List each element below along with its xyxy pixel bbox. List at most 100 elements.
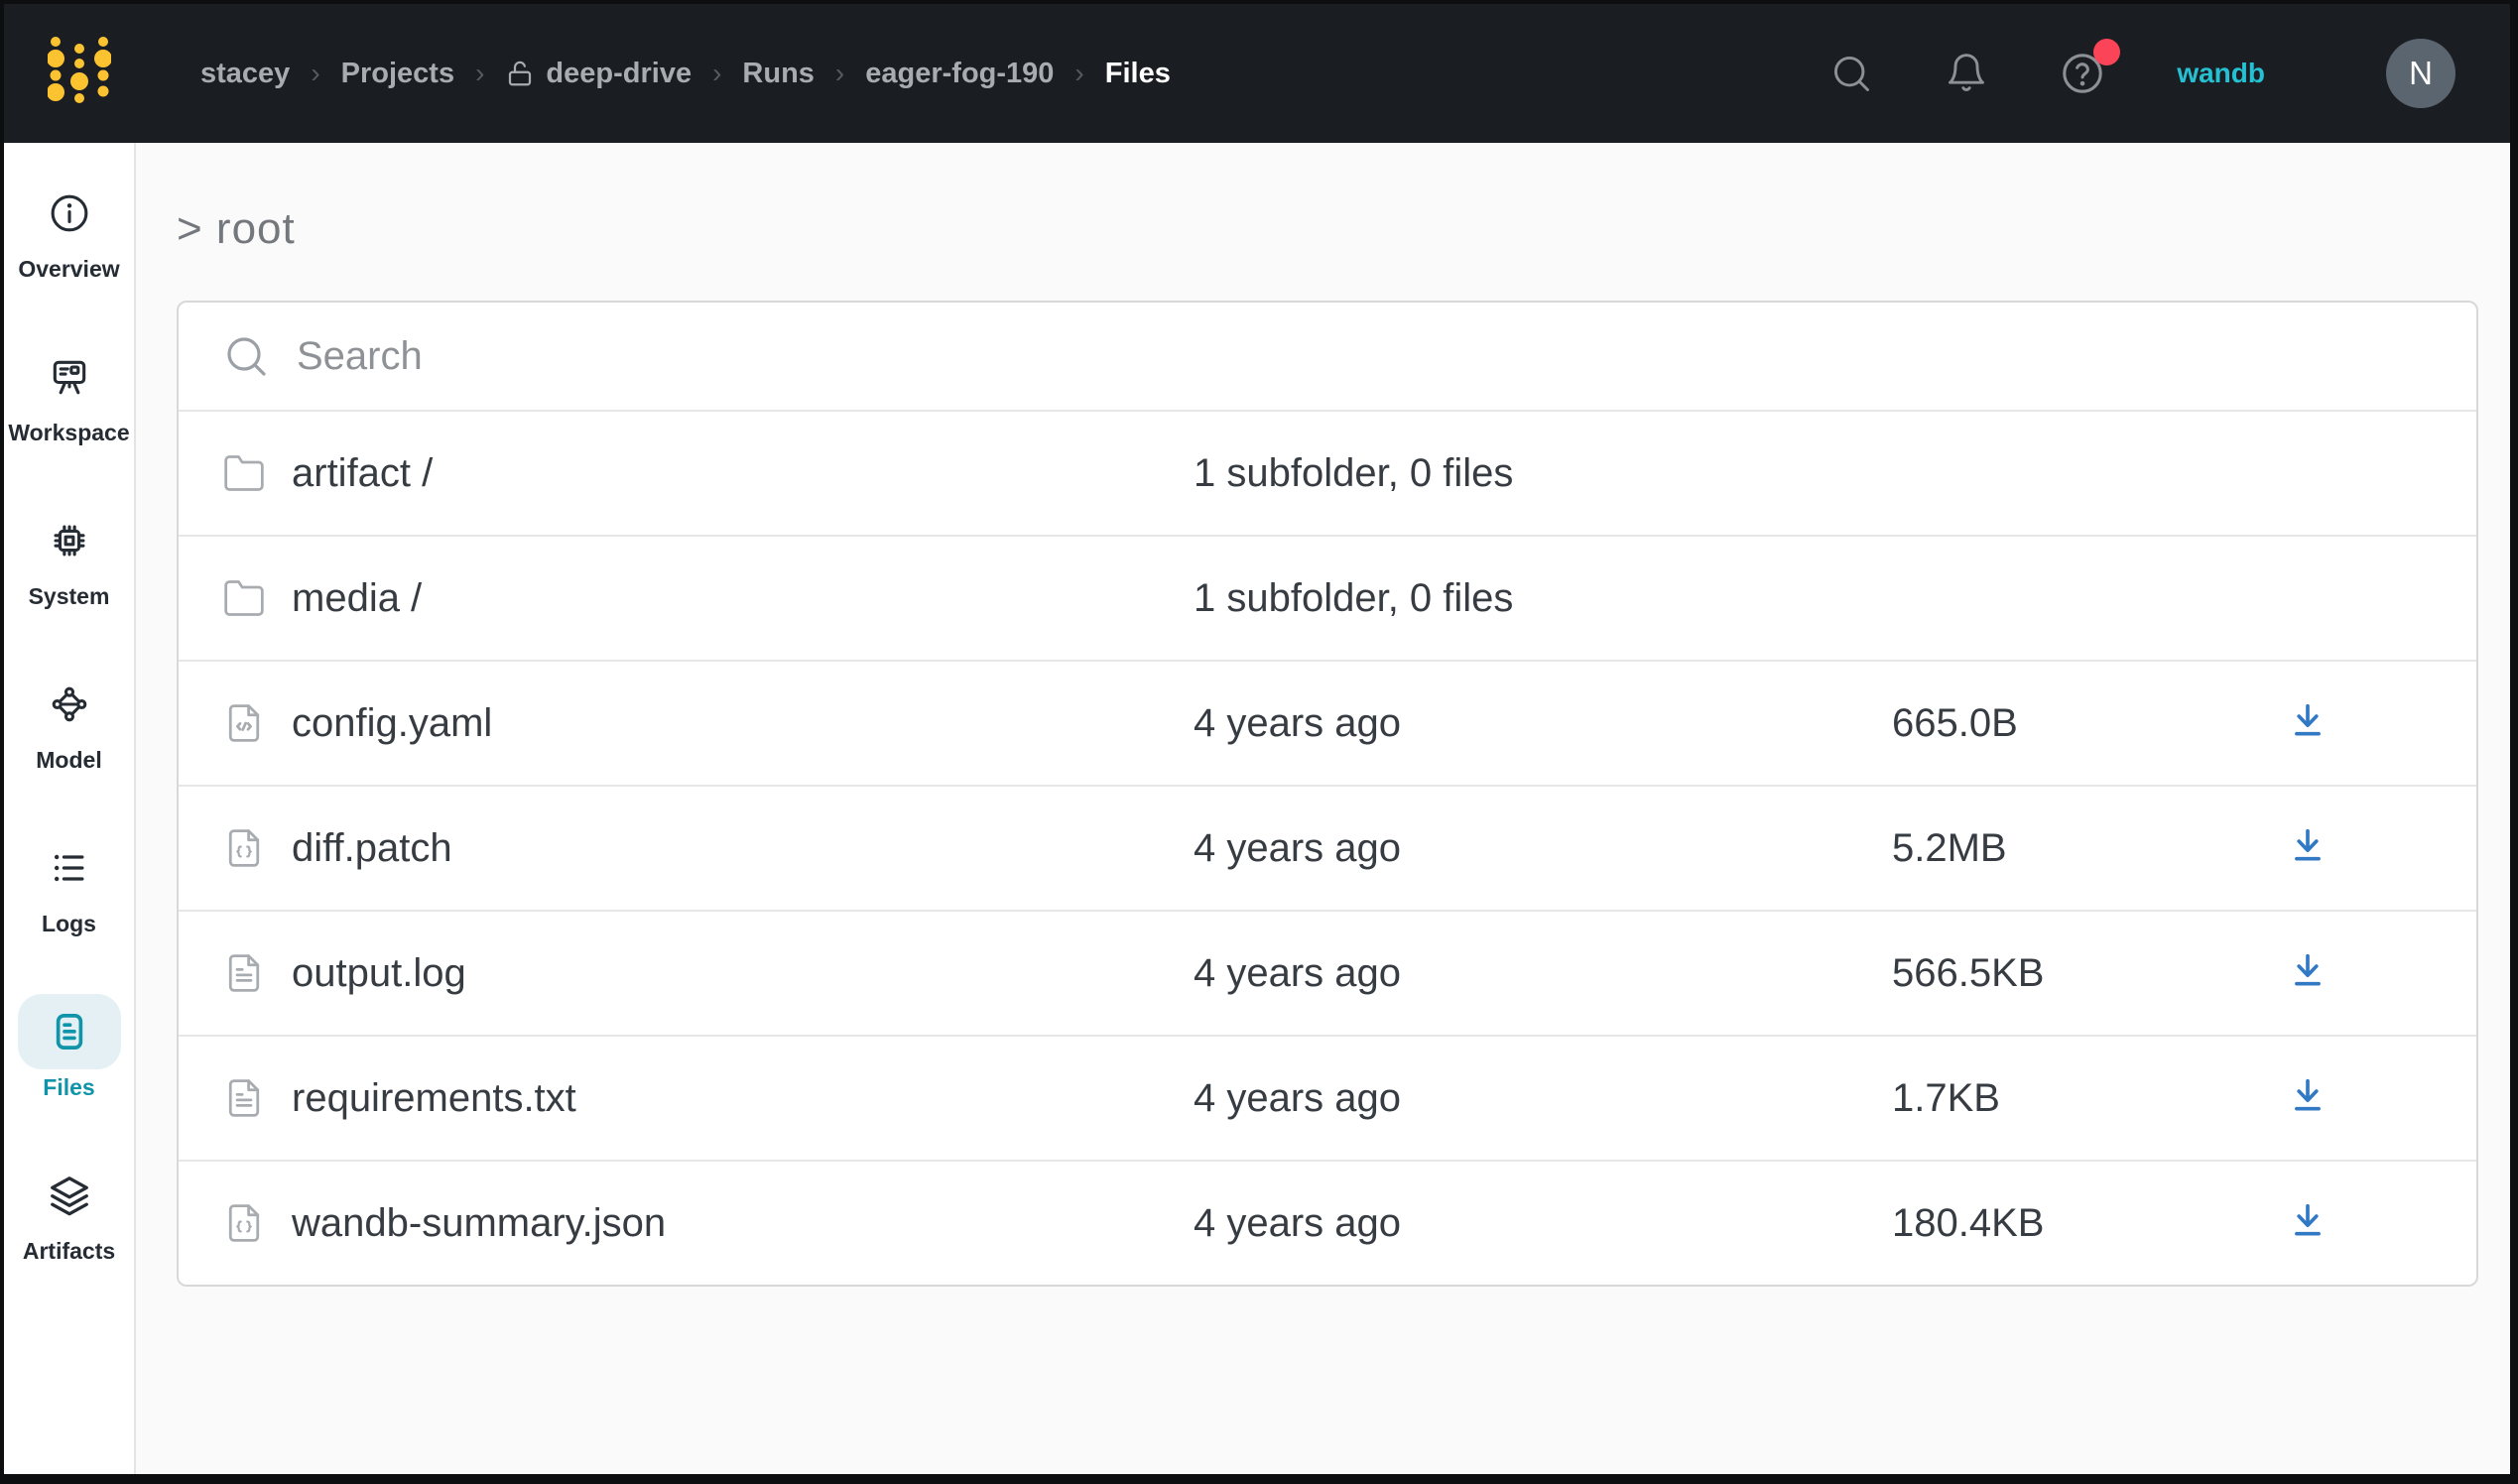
sidebar-icon-pill: [17, 994, 121, 1069]
file-size: 180.4KB: [1892, 1200, 2045, 1245]
file-name[interactable]: media /: [292, 575, 423, 620]
breadcrumb-separator: ›: [311, 58, 320, 88]
current-path[interactable]: > root: [177, 204, 296, 253]
files-icon: [48, 1010, 91, 1053]
wandb-logo-icon[interactable]: [48, 35, 111, 112]
sidebar-item-model[interactable]: Model: [18, 667, 121, 774]
file-actions-cell: [2285, 1073, 2476, 1124]
file-row[interactable]: media / 1 subfolder, 0 files: [179, 535, 2476, 660]
file-size: 566.5KB: [1892, 950, 2045, 995]
file-browser-card: artifact / 1 subfolder, 0 files media / 1 s…: [177, 301, 2478, 1287]
notification-dot: [2093, 39, 2121, 65]
sidebar-item-label: Overview: [18, 256, 120, 282]
breadcrumb-label: eager-fog-190: [865, 57, 1055, 89]
file-name[interactable]: artifact /: [292, 450, 434, 495]
file-actions-cell: [2285, 948, 2476, 999]
file-row[interactable]: diff.patch 4 years ago 5.2MB: [179, 785, 2476, 910]
file-actions-cell: [2285, 1198, 2476, 1249]
search-icon[interactable]: [1829, 52, 1873, 95]
sidebar-item-label: Workspace: [8, 420, 130, 445]
main-content: > root artifact /1 subfolder, 0 filesmed…: [136, 143, 2510, 1474]
file-name[interactable]: requirements.txt: [292, 1075, 576, 1120]
avatar[interactable]: N: [2386, 39, 2455, 108]
file-row[interactable]: requirements.txt 4 years ago 1.7KB: [179, 1035, 2476, 1160]
sidebar-item-label: Logs: [42, 911, 96, 936]
org-link[interactable]: wandb: [2177, 58, 2265, 88]
file-name-cell: diff.patch: [179, 824, 1194, 872]
file-name-cell: media /: [179, 574, 1194, 622]
download-icon: [2285, 1198, 2330, 1244]
download-icon: [2285, 823, 2330, 869]
sidebar-icon-pill: [18, 339, 121, 415]
file-size: 5.2MB: [1892, 825, 2007, 870]
workspace-icon: [48, 355, 91, 399]
file-braces-icon: [222, 1199, 266, 1247]
sidebar-item-workspace[interactable]: Workspace: [8, 339, 130, 446]
breadcrumb-item-files[interactable]: Files: [1105, 58, 1171, 90]
file-meta: 4 years ago: [1194, 1075, 1402, 1120]
file-code-icon: [222, 699, 266, 747]
file-text-icon: [222, 1074, 266, 1122]
search-input[interactable]: [295, 332, 2476, 380]
sidebar-item-label: Model: [36, 747, 102, 773]
breadcrumb-item-deep-drive[interactable]: deep-drive: [505, 58, 692, 90]
sidebar-icon-pill: [18, 667, 121, 742]
file-name[interactable]: diff.patch: [292, 825, 452, 870]
breadcrumb-label: stacey: [200, 57, 291, 89]
download-button[interactable]: [2285, 698, 2330, 744]
file-meta: 4 years ago: [1194, 825, 1402, 870]
file-name[interactable]: config.yaml: [292, 700, 493, 745]
sidebar-item-files[interactable]: Files: [17, 994, 121, 1101]
lock-open-icon: [505, 59, 535, 88]
file-actions-cell: [2285, 698, 2476, 749]
download-icon: [2285, 1073, 2330, 1119]
sidebar-icon-pill: [18, 176, 121, 251]
artifacts-icon: [48, 1174, 91, 1217]
download-button[interactable]: [2285, 1198, 2330, 1244]
file-name-cell: config.yaml: [179, 699, 1194, 747]
file-meta: 4 years ago: [1194, 1200, 1402, 1245]
breadcrumb-item-stacey[interactable]: stacey: [200, 58, 290, 90]
breadcrumb-label: Projects: [340, 57, 455, 89]
sidebar-item-logs[interactable]: Logs: [18, 830, 121, 937]
help-button[interactable]: [2060, 39, 2121, 96]
file-name[interactable]: output.log: [292, 950, 466, 995]
sidebar-item-system[interactable]: System: [18, 503, 121, 610]
sidebar-item-label: Files: [43, 1074, 95, 1100]
page-body: Overview Workspace System Model Logs Files Art…: [4, 143, 2510, 1474]
logs-icon: [48, 846, 91, 890]
sidebar-icon-pill: [18, 503, 121, 578]
file-table-body: artifact / 1 subfolder, 0 files media / 1 s…: [179, 410, 2476, 1285]
breadcrumb-item-projects[interactable]: Projects: [341, 58, 454, 90]
sidebar-item-artifacts[interactable]: Artifacts: [18, 1158, 121, 1265]
file-row[interactable]: artifact / 1 subfolder, 0 files: [179, 410, 2476, 535]
bell-icon[interactable]: [1945, 52, 1988, 95]
sidebar: Overview Workspace System Model Logs Files Art…: [4, 143, 136, 1474]
model-icon: [48, 682, 91, 726]
file-actions-cell: [2285, 823, 2476, 874]
breadcrumb-item-eager-fog-190[interactable]: eager-fog-190: [865, 58, 1054, 90]
download-button[interactable]: [2285, 1073, 2330, 1119]
breadcrumb-label: Files: [1104, 57, 1171, 89]
download-icon: [2285, 698, 2330, 744]
file-meta: 4 years ago: [1194, 700, 1402, 745]
sidebar-icon-pill: [18, 1158, 121, 1233]
file-name-cell: requirements.txt: [179, 1074, 1194, 1122]
breadcrumb-separator: ›: [475, 58, 485, 88]
sidebar-item-overview[interactable]: Overview: [18, 176, 121, 283]
breadcrumb-item-runs[interactable]: Runs: [742, 58, 815, 90]
download-button[interactable]: [2285, 948, 2330, 994]
folder-icon: [222, 574, 266, 622]
file-row[interactable]: output.log 4 years ago 566.5KB: [179, 910, 2476, 1035]
breadcrumb-separator: ›: [834, 58, 845, 88]
file-meta: 1 subfolder, 0 files: [1194, 450, 1514, 495]
file-search-row: [179, 303, 2476, 410]
file-row[interactable]: config.yaml 4 years ago 665.0B: [179, 660, 2476, 785]
breadcrumb-label: deep-drive: [546, 57, 692, 89]
file-name[interactable]: wandb-summary.json: [292, 1200, 667, 1245]
topbar-actions: wandb N: [1829, 39, 2455, 108]
file-row[interactable]: wandb-summary.json 4 years ago 180.4KB: [179, 1160, 2476, 1285]
file-meta: 1 subfolder, 0 files: [1194, 575, 1514, 620]
file-name-cell: wandb-summary.json: [179, 1199, 1194, 1247]
download-button[interactable]: [2285, 823, 2330, 869]
